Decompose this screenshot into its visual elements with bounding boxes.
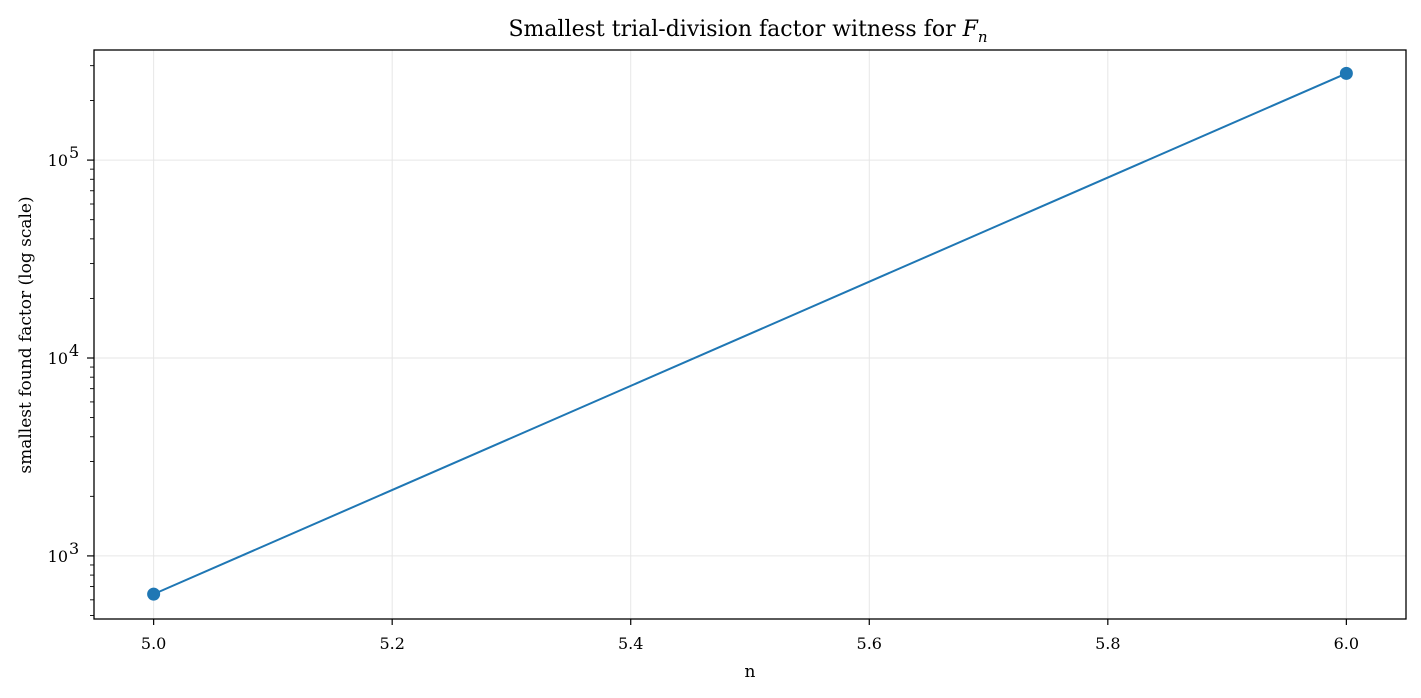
y-tick-label: 10: [48, 151, 68, 170]
chart-title-math: F: [962, 17, 979, 42]
x-tick-label: 5.6: [857, 634, 882, 653]
x-tick-label: 5.8: [1095, 634, 1120, 653]
y-tick-base: 10: [48, 151, 68, 170]
x-tick-label: 5.2: [379, 634, 404, 653]
y-tick-base: 10: [48, 547, 68, 566]
y-tick-label: 10: [48, 547, 68, 566]
y-tick-exponent: 5: [69, 143, 79, 162]
plot-frame: [93, 49, 1407, 620]
y-tick-exponent: 3: [69, 539, 79, 558]
chart-title: Smallest trial-division factor witness f…: [508, 17, 987, 46]
chart-title-subscript: n: [978, 28, 988, 46]
data-point: [147, 587, 161, 601]
y-tick-base: 10: [48, 349, 68, 368]
grid-lines: [94, 50, 1406, 619]
x-axis-label: n: [745, 662, 756, 682]
y-axis-label: smallest found factor (log scale): [16, 196, 36, 473]
x-tick-label: 5.0: [141, 634, 166, 653]
x-tick-label: 6.0: [1334, 634, 1359, 653]
y-tick-label: 10: [48, 349, 68, 368]
y-tick-exponent: 4: [69, 341, 79, 360]
data-point: [1339, 66, 1353, 80]
series-line: [153, 72, 1347, 596]
plot-series: [147, 66, 1353, 601]
chart-title-prefix: Smallest trial-division factor witness f…: [508, 17, 962, 42]
x-tick-label: 5.4: [618, 634, 643, 653]
